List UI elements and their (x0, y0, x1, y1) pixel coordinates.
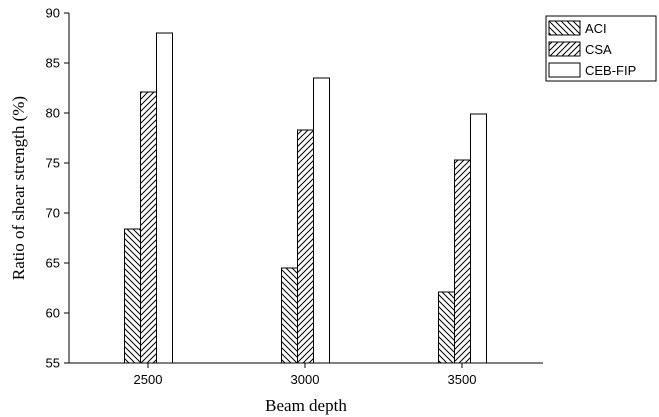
y-tick-label: 80 (46, 106, 60, 121)
bar-csa-3500 (454, 159, 471, 364)
legend-label-ceb-fip: CEB-FIP (585, 63, 636, 78)
legend-label-aci: ACI (585, 21, 607, 36)
legend-swatch-aci (548, 20, 581, 36)
bar-ceb-fip-3000 (313, 77, 330, 364)
y-ticks-group: 55 60 65 70 75 80 85 90 (46, 6, 69, 371)
bar-ceb-fip-2500 (156, 32, 173, 364)
x-tick-label: 2500 (134, 372, 163, 387)
bars-group (124, 32, 487, 364)
legend: ACI CSA CEB-FIP (545, 15, 657, 82)
bar-csa-3000 (297, 129, 314, 364)
bar-aci-2500 (124, 228, 141, 364)
y-tick-label: 70 (46, 206, 60, 221)
legend-swatch-ceb-fip (548, 62, 581, 78)
x-axis-title: Beam depth (265, 396, 347, 415)
legend-label-csa: CSA (585, 42, 612, 57)
y-tick-label: 75 (46, 156, 60, 171)
y-tick-label: 55 (46, 356, 60, 371)
y-tick-label: 65 (46, 256, 60, 271)
y-tick-label: 60 (46, 306, 60, 321)
legend-swatch-csa (548, 41, 581, 57)
x-tick-label: 3500 (448, 372, 477, 387)
x-tick-label: 3000 (291, 372, 320, 387)
bar-ceb-fip-3500 (470, 113, 487, 364)
y-axis-title: Ratio of shear strength (%) (9, 96, 28, 280)
bar-aci-3500 (438, 291, 455, 364)
x-ticks-group: 2500 3000 3500 (134, 363, 477, 387)
bar-aci-3000 (281, 267, 298, 364)
bar-csa-2500 (140, 91, 157, 364)
y-tick-label: 85 (46, 56, 60, 71)
y-tick-label: 90 (46, 6, 60, 21)
